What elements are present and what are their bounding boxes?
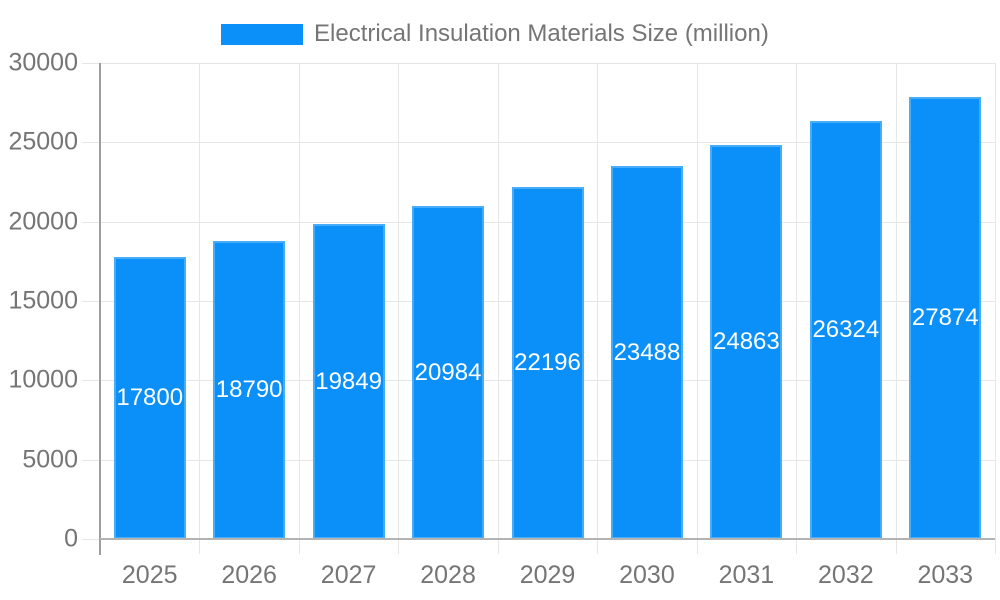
bar[interactable] — [610, 166, 683, 539]
y-axis-tick — [82, 63, 100, 64]
bar-value-label: 26324 — [812, 316, 880, 344]
bar[interactable] — [113, 256, 186, 539]
x-gridline — [199, 63, 201, 554]
x-axis-tick-label: 2032 — [818, 561, 874, 589]
x-axis-baseline — [100, 538, 995, 540]
bar-value-label: 22196 — [514, 348, 581, 376]
x-axis-tick-label: 2027 — [320, 561, 377, 589]
bar[interactable] — [710, 144, 783, 539]
x-axis-tick-label: 2030 — [619, 561, 675, 589]
x-axis-tick-label: 2025 — [121, 561, 178, 589]
y-axis-tick-label: 0 — [64, 524, 78, 553]
bar-value-label: 19849 — [315, 367, 382, 395]
y-gridline — [100, 63, 995, 64]
bar-value-label: 23488 — [613, 338, 681, 366]
y-axis-tick — [82, 380, 100, 382]
y-axis-tick — [82, 301, 100, 302]
bar-value-label: 27874 — [911, 303, 979, 331]
y-axis-tick-label: 10000 — [8, 365, 78, 394]
y-axis-tick — [82, 221, 100, 223]
bar-value-label: 24863 — [713, 327, 780, 355]
x-axis-tick-label: 2026 — [221, 561, 277, 589]
legend-color-swatch — [221, 23, 303, 45]
x-axis-tick-label: 2029 — [519, 561, 576, 589]
x-gridline — [696, 63, 698, 554]
x-axis-tick-label: 2033 — [917, 561, 974, 589]
y-axis-tick-label: 5000 — [22, 445, 78, 474]
y-axis-tick — [82, 459, 100, 461]
x-gridline — [298, 63, 300, 554]
legend-label: Electrical Insulation Materials Size (mi… — [314, 20, 769, 47]
bar-value-label: 18790 — [215, 375, 283, 403]
bar[interactable] — [909, 96, 982, 539]
x-gridline — [796, 63, 798, 554]
legend-item[interactable]: Electrical Insulation Materials Size (mi… — [221, 20, 769, 48]
y-gridline — [100, 142, 995, 144]
y-axis-tick — [82, 142, 100, 144]
bar-value-label: 17800 — [116, 383, 184, 411]
x-axis-tick-label: 2031 — [718, 561, 775, 589]
x-gridline — [895, 63, 897, 554]
y-axis-line — [99, 63, 101, 555]
bar-value-label: 20984 — [414, 358, 482, 386]
y-axis-tick-label: 30000 — [8, 48, 78, 77]
bar[interactable] — [213, 240, 286, 539]
bar[interactable] — [511, 186, 584, 539]
x-gridline — [597, 63, 599, 554]
y-axis-tick-label: 25000 — [8, 127, 78, 156]
x-gridline — [398, 63, 400, 554]
x-gridline — [995, 63, 996, 554]
x-axis-tick-label: 2028 — [420, 561, 476, 589]
y-axis-tick — [82, 539, 100, 540]
bar[interactable] — [312, 224, 385, 539]
bar[interactable] — [412, 206, 485, 539]
x-gridline — [497, 63, 499, 554]
y-axis-tick-label: 15000 — [8, 286, 78, 315]
bar[interactable] — [809, 121, 882, 539]
y-axis-tick-label: 20000 — [8, 207, 78, 236]
